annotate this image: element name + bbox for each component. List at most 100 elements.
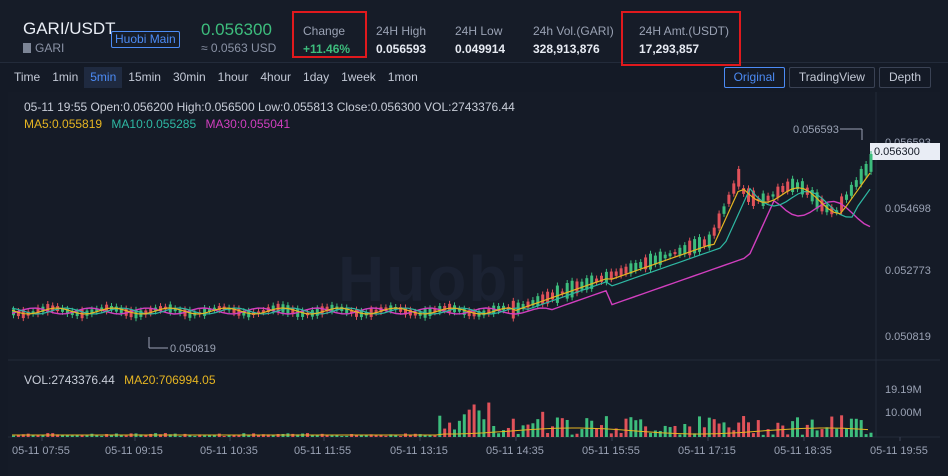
candle-body [614, 271, 618, 276]
view-original-button[interactable]: Original [723, 67, 785, 88]
candle-body [678, 247, 682, 255]
candle-body [492, 305, 496, 315]
volume-bar [845, 428, 848, 437]
volume-bar [761, 434, 765, 437]
exchange-badge[interactable]: Huobi Main [111, 31, 180, 48]
volume-bar [732, 430, 736, 437]
candle-body [521, 303, 525, 309]
volume-bar [389, 434, 393, 437]
candle-body [815, 192, 819, 209]
candle-body [242, 311, 246, 316]
volume-bar [443, 428, 447, 437]
volume-bar [580, 429, 584, 437]
volume-bar [70, 435, 74, 437]
candle-body [325, 306, 329, 312]
volume-bar [541, 411, 545, 437]
kline-chart[interactable]: Huobi 0.0565930.0546980.0527730.0508190.… [8, 92, 940, 476]
volume-bar [742, 416, 746, 437]
stat-value: 328,913,876 [533, 42, 600, 56]
volume-bar [36, 435, 40, 437]
view-tradingview-button[interactable]: TradingView [788, 67, 875, 88]
chart-canvas[interactable]: 0.056593 0.054698 0.052773 0.050819 0.056300… [8, 92, 940, 476]
interval-toolbar: Time 1min 5min 15min 30min 1hour 4hour 1… [8, 67, 424, 88]
volume-bar [624, 418, 628, 437]
volume-bar [428, 434, 432, 437]
volume-bar [869, 432, 873, 437]
volume-bar [208, 435, 211, 437]
current-price-text: 0.056300 [874, 146, 920, 158]
stat-24h-amt: 24H Amt.(USDT) 17,293,857 [639, 24, 729, 56]
volume-bar [575, 433, 579, 437]
volume-bar [604, 416, 608, 437]
candle-body [766, 195, 770, 201]
volume-bar [448, 422, 452, 437]
interval-1week[interactable]: 1week [341, 70, 376, 84]
volume-bar [159, 434, 162, 437]
candle-body [428, 308, 432, 316]
volume-bar [609, 433, 613, 437]
time-tick-label: 05-11 15:55 [582, 445, 640, 457]
candle-body [825, 204, 829, 213]
candle-body [717, 213, 721, 229]
interval-1min[interactable]: 1min [52, 70, 79, 84]
candle-body [75, 311, 79, 317]
current-price-tag [870, 143, 940, 160]
interval-1mon[interactable]: 1mon [387, 70, 418, 84]
interval-5min[interactable]: 5min [84, 67, 123, 88]
volume-bar [727, 427, 731, 437]
view-depth-button[interactable]: Depth [878, 67, 931, 88]
candle-body [580, 281, 584, 290]
interval-4hour[interactable]: 4hour [260, 70, 292, 84]
candle-body [119, 308, 123, 314]
candle-body [560, 291, 564, 294]
ma10-label: MA10:0.055285 [111, 117, 197, 131]
candle-body [693, 239, 697, 254]
volume-bar [511, 418, 515, 437]
volume-bar [21, 434, 25, 437]
volume-bar [570, 434, 574, 437]
stat-label: 24H High [376, 24, 427, 38]
volume-bar [555, 417, 559, 437]
candle-body [727, 194, 731, 204]
interval-time[interactable]: Time [14, 70, 41, 84]
ma5-label: MA5:0.055819 [24, 117, 103, 131]
candle-body [374, 309, 378, 313]
candle-body [350, 310, 354, 314]
candle-body [208, 309, 211, 312]
stat-value: 0.056593 [376, 42, 427, 56]
candle-body [355, 309, 358, 317]
stat-24h-high: 24H High 0.056593 [376, 24, 426, 56]
interval-30min[interactable]: 30min [172, 70, 206, 84]
candle-body [497, 306, 501, 312]
interval-1day[interactable]: 1day [303, 70, 330, 84]
volume-bar [119, 435, 123, 437]
ticker-header: GARI/USDT Huobi Main GARI 0.056300 ≈ 0.0… [0, 0, 948, 66]
volume-bar [80, 435, 84, 437]
candle-body [257, 311, 260, 314]
volume-bar [335, 435, 339, 437]
volume-bar [364, 434, 368, 437]
candle-body [443, 305, 447, 311]
volume-bar [193, 435, 197, 437]
volume-bar [653, 430, 657, 437]
candle-body [864, 164, 868, 176]
interval-15min[interactable]: 15min [128, 70, 161, 84]
volume-bar [359, 434, 363, 437]
time-tick-label: 05-11 13:15 [390, 445, 448, 457]
volume-bar [355, 435, 358, 437]
volume-bar [864, 434, 868, 437]
volume-bar [526, 424, 530, 437]
volume-bar [482, 419, 486, 437]
volume-bar [614, 428, 618, 437]
candle-body [786, 181, 790, 192]
candle-body [609, 271, 613, 280]
candle-body [159, 306, 162, 311]
candle-body [320, 306, 324, 315]
volume-bar [585, 418, 589, 437]
interval-1hour[interactable]: 1hour [217, 70, 249, 84]
volume-bar [399, 435, 403, 437]
volume-bar [521, 425, 525, 437]
volume-bar [315, 434, 319, 437]
candle-body [90, 309, 94, 315]
candle-body [595, 278, 599, 283]
